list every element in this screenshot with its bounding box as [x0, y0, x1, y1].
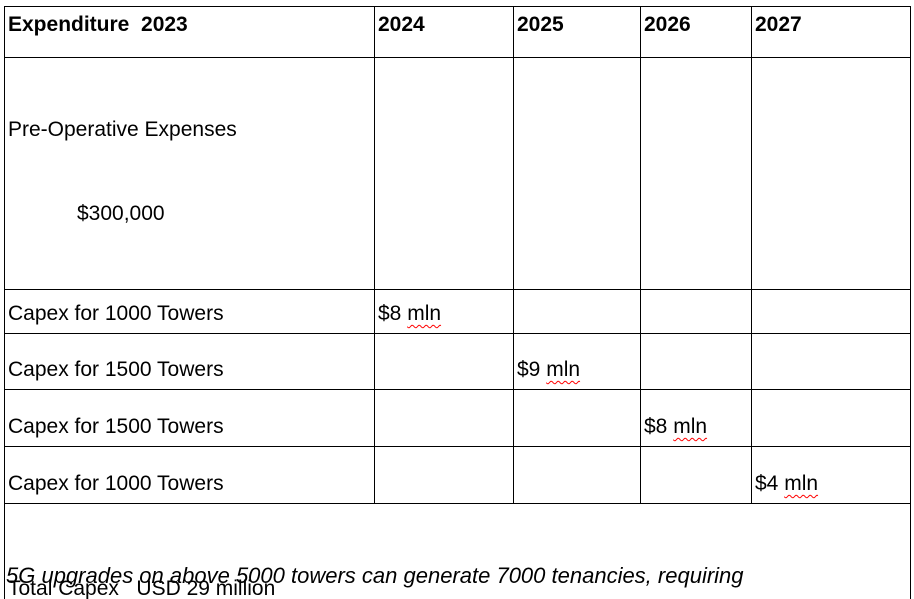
- summary-total-capex: Total Capex USD 29 million: [8, 577, 276, 599]
- capex-amount: $8: [378, 302, 408, 325]
- cell-preop-label: Pre-Operative Expenses $300,000: [4, 57, 375, 290]
- cell-empty: [513, 289, 641, 334]
- capex-amount: $8: [644, 415, 674, 438]
- header-cell-2027: 2027: [751, 6, 911, 58]
- cell-empty: [374, 389, 514, 447]
- capex-unit-mln: mln: [784, 472, 819, 495]
- cell-empty: [751, 389, 911, 447]
- row-capex-1500-towers-2025: Capex for 1500 Towers $9 mln: [4, 333, 911, 390]
- row-pre-operative-expenses: Pre-Operative Expenses $300,000: [4, 57, 911, 290]
- cell-empty: [640, 333, 752, 390]
- cell-empty: [513, 446, 641, 504]
- cell-empty: [513, 57, 641, 290]
- header-cell-2024: 2024: [374, 6, 514, 58]
- row-capex-1000-towers-2027: Capex for 1000 Towers $4 mln: [4, 446, 911, 504]
- row-capex-1000-towers-2024: Capex for 1000 Towers $8 mln: [4, 289, 911, 334]
- capex-amount: $4: [755, 472, 785, 495]
- cell-empty: [374, 446, 514, 504]
- cell-capex-value-2027: $4 mln: [751, 446, 911, 504]
- table-header-row: Expenditure 2023 2024 2025 2026 2027: [4, 6, 911, 58]
- cell-empty: [751, 333, 911, 390]
- cell-capex-label: Capex for 1000 Towers: [4, 446, 375, 504]
- cell-empty: [640, 57, 752, 290]
- header-cell-expenditure-2023: Expenditure 2023: [4, 6, 375, 58]
- cell-empty: [751, 289, 911, 334]
- cell-empty: [751, 57, 911, 290]
- cell-capex-value-2025: $9 mln: [513, 333, 641, 390]
- capex-unit-mln: mln: [407, 302, 442, 325]
- cell-capex-value-2026: $8 mln: [640, 389, 752, 447]
- capex-unit-mln: mln: [546, 358, 581, 381]
- cell-empty: [513, 389, 641, 447]
- header-cell-2026: 2026: [640, 6, 752, 58]
- cell-empty: [374, 333, 514, 390]
- cell-empty: [640, 446, 752, 504]
- note-paragraph: 5G upgrades on above 5000 towers can gen…: [6, 501, 744, 599]
- cell-empty: [374, 57, 514, 290]
- capex-unit-mln: mln: [673, 415, 708, 438]
- preop-label-line1: Pre-Operative Expenses: [8, 118, 237, 141]
- row-summary-totals: Total Capex USD 29 million Equity USD 10…: [4, 503, 911, 599]
- row-capex-1500-towers-2026: Capex for 1500 Towers $8 mln: [4, 389, 911, 447]
- cell-capex-label: Capex for 1500 Towers: [4, 333, 375, 390]
- expenditure-table: Expenditure 2023 2024 2025 2026 2027 Pre…: [4, 6, 911, 599]
- capex-amount: $9: [517, 358, 547, 381]
- cell-capex-label: Capex for 1500 Towers: [4, 389, 375, 447]
- header-cell-2025: 2025: [513, 6, 641, 58]
- cell-capex-label: Capex for 1000 Towers: [4, 289, 375, 334]
- note-line1: 5G upgrades on above 5000 towers can gen…: [6, 563, 744, 588]
- cell-summary: Total Capex USD 29 million Equity USD 10…: [4, 503, 911, 599]
- preop-label-line2-amount: $300,000: [77, 202, 165, 225]
- cell-capex-value-2024: $8 mln: [374, 289, 514, 334]
- cell-empty: [640, 289, 752, 334]
